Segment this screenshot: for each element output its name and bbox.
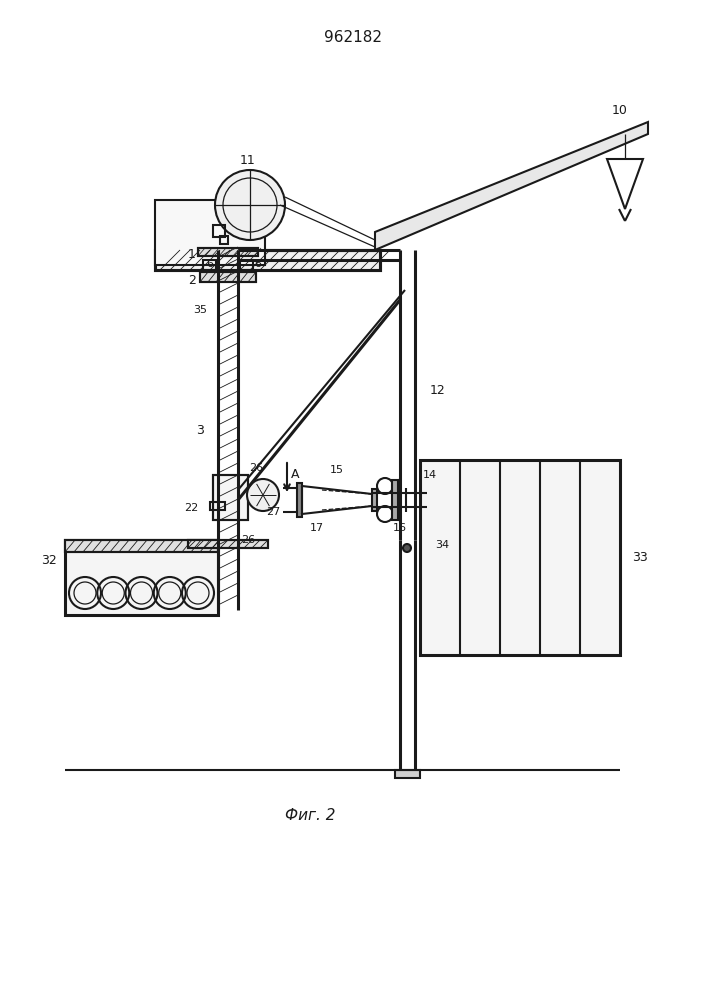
Text: A: A: [291, 468, 299, 481]
Text: 33: 33: [632, 551, 648, 564]
Text: 15: 15: [330, 465, 344, 475]
Text: 3: 3: [196, 424, 204, 436]
Text: 35: 35: [193, 305, 207, 315]
Circle shape: [215, 170, 285, 240]
Text: 2: 2: [188, 273, 196, 286]
Bar: [65, 540, 218, 552]
Text: 32: 32: [41, 554, 57, 566]
Bar: [198, 248, 258, 256]
Text: 34: 34: [435, 540, 449, 550]
Bar: [420, 460, 620, 655]
Bar: [155, 200, 265, 265]
Bar: [213, 475, 248, 520]
Bar: [240, 260, 253, 270]
Bar: [297, 483, 302, 517]
Text: 1: 1: [188, 247, 196, 260]
Text: 17: 17: [310, 523, 324, 533]
Text: 6: 6: [206, 259, 214, 269]
Circle shape: [403, 544, 411, 552]
Bar: [155, 250, 380, 270]
Text: 12: 12: [430, 383, 445, 396]
Bar: [392, 480, 398, 520]
Text: 22: 22: [184, 503, 198, 513]
Bar: [372, 489, 377, 511]
Text: 26: 26: [241, 535, 255, 545]
Text: 6: 6: [255, 259, 262, 269]
Bar: [188, 540, 268, 548]
Bar: [395, 770, 420, 778]
Text: 11: 11: [240, 153, 256, 166]
Bar: [200, 272, 256, 282]
Text: 962182: 962182: [324, 30, 382, 45]
Bar: [203, 260, 216, 270]
Bar: [65, 540, 218, 552]
Bar: [213, 225, 225, 237]
Bar: [220, 236, 228, 244]
Bar: [210, 502, 225, 510]
Bar: [213, 475, 248, 520]
Text: 26: 26: [249, 463, 263, 473]
Bar: [188, 540, 268, 548]
Text: 27: 27: [266, 507, 280, 517]
Bar: [200, 272, 256, 282]
Bar: [422, 489, 427, 511]
Text: 10: 10: [612, 104, 628, 116]
Polygon shape: [375, 122, 648, 250]
Bar: [155, 250, 380, 270]
Bar: [65, 540, 218, 615]
Text: 16: 16: [392, 523, 407, 533]
Bar: [198, 248, 258, 256]
Text: Фиг. 2: Фиг. 2: [285, 808, 335, 822]
Circle shape: [247, 479, 279, 511]
Text: 14: 14: [423, 470, 437, 480]
